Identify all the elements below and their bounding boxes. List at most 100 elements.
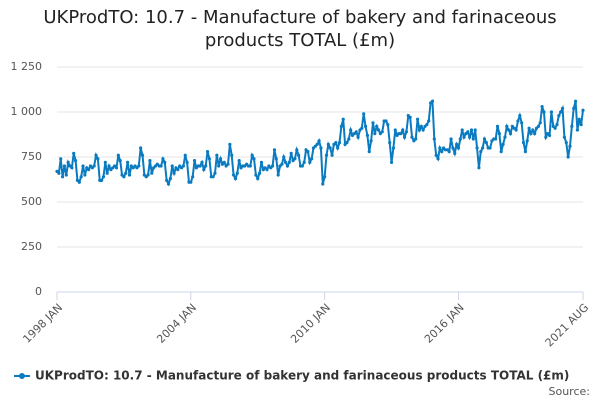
y-tick-label: 1 000 bbox=[11, 105, 43, 118]
data-point bbox=[460, 128, 464, 132]
data-point bbox=[118, 159, 122, 163]
data-point bbox=[566, 155, 570, 159]
data-point bbox=[570, 124, 574, 128]
data-point bbox=[345, 141, 349, 145]
data-point bbox=[183, 153, 187, 157]
data-point bbox=[310, 157, 314, 161]
data-point bbox=[425, 123, 429, 127]
legend-label: UKProdTO: 10.7 - Manufacture of bakery a… bbox=[35, 369, 569, 383]
data-point bbox=[189, 180, 193, 184]
data-point bbox=[228, 142, 232, 146]
data-point bbox=[122, 175, 126, 179]
data-point bbox=[139, 146, 143, 150]
data-point bbox=[185, 160, 189, 164]
data-point bbox=[92, 164, 96, 168]
data-point bbox=[287, 160, 291, 164]
data-point bbox=[62, 164, 67, 168]
data-point bbox=[284, 160, 288, 164]
data-point bbox=[507, 128, 511, 132]
data-point bbox=[438, 146, 442, 150]
data-point bbox=[306, 150, 310, 154]
data-line bbox=[56, 98, 584, 187]
data-point bbox=[256, 177, 260, 181]
data-point bbox=[520, 121, 524, 125]
data-point bbox=[373, 132, 377, 136]
data-point bbox=[521, 141, 526, 145]
data-point bbox=[362, 112, 366, 116]
data-point bbox=[404, 130, 409, 134]
data-point bbox=[484, 141, 488, 145]
data-point bbox=[479, 150, 483, 154]
data-point bbox=[81, 164, 85, 168]
data-point bbox=[282, 155, 286, 159]
data-point bbox=[527, 126, 531, 130]
data-point bbox=[161, 157, 165, 161]
data-point bbox=[339, 124, 343, 128]
data-point bbox=[495, 124, 500, 128]
data-point bbox=[254, 173, 258, 177]
data-point bbox=[555, 123, 559, 127]
data-point bbox=[165, 178, 169, 182]
data-point bbox=[159, 164, 163, 168]
data-point bbox=[166, 182, 171, 186]
data-point bbox=[369, 139, 373, 143]
data-point bbox=[402, 135, 407, 139]
data-point bbox=[432, 137, 436, 141]
data-point bbox=[456, 146, 461, 150]
data-point bbox=[538, 121, 542, 125]
data-point bbox=[579, 123, 583, 127]
x-tick-label: 2004 JAN bbox=[154, 301, 199, 346]
data-point bbox=[127, 173, 132, 177]
data-point bbox=[146, 173, 150, 177]
data-point bbox=[271, 164, 275, 168]
data-point bbox=[79, 175, 83, 179]
data-point bbox=[508, 132, 513, 136]
data-point bbox=[321, 182, 325, 186]
data-point bbox=[421, 128, 425, 132]
data-point bbox=[363, 124, 368, 128]
data-point bbox=[231, 173, 236, 177]
data-point bbox=[137, 164, 141, 168]
data-point bbox=[114, 166, 119, 170]
data-point bbox=[302, 160, 306, 164]
data-point bbox=[96, 157, 100, 161]
data-point bbox=[257, 171, 262, 175]
y-tick-label: 250 bbox=[21, 240, 42, 253]
data-point bbox=[453, 151, 457, 155]
data-point bbox=[285, 164, 290, 168]
data-point bbox=[319, 146, 323, 150]
data-point bbox=[399, 132, 403, 136]
data-point bbox=[323, 175, 327, 179]
data-point bbox=[83, 173, 87, 177]
data-point bbox=[462, 135, 466, 139]
chart-title: UKProdTO: 10.7 - Manufacture of bakery a… bbox=[43, 7, 557, 51]
data-point bbox=[295, 148, 299, 152]
data-point bbox=[447, 150, 451, 154]
x-tick-label: 2010 JAN bbox=[288, 301, 333, 346]
legend-marker bbox=[19, 373, 25, 379]
data-point bbox=[415, 117, 420, 121]
data-point bbox=[200, 160, 204, 164]
data-point bbox=[265, 168, 269, 172]
data-point bbox=[533, 132, 537, 136]
data-point bbox=[198, 164, 202, 168]
data-point bbox=[64, 173, 68, 177]
data-point bbox=[250, 153, 254, 157]
data-point bbox=[384, 119, 388, 123]
data-point bbox=[386, 123, 390, 127]
y-tick-label: 750 bbox=[21, 150, 42, 163]
data-point bbox=[334, 141, 338, 145]
data-point bbox=[499, 150, 503, 154]
data-point bbox=[274, 157, 278, 161]
data-point bbox=[86, 168, 91, 172]
data-point bbox=[410, 135, 414, 139]
data-point bbox=[204, 164, 208, 168]
data-point bbox=[430, 99, 435, 103]
data-point bbox=[436, 157, 440, 161]
source-label: Source: bbox=[549, 385, 591, 398]
data-point bbox=[505, 124, 509, 128]
data-point bbox=[202, 168, 206, 172]
data-point bbox=[417, 128, 422, 132]
data-point bbox=[94, 153, 98, 157]
